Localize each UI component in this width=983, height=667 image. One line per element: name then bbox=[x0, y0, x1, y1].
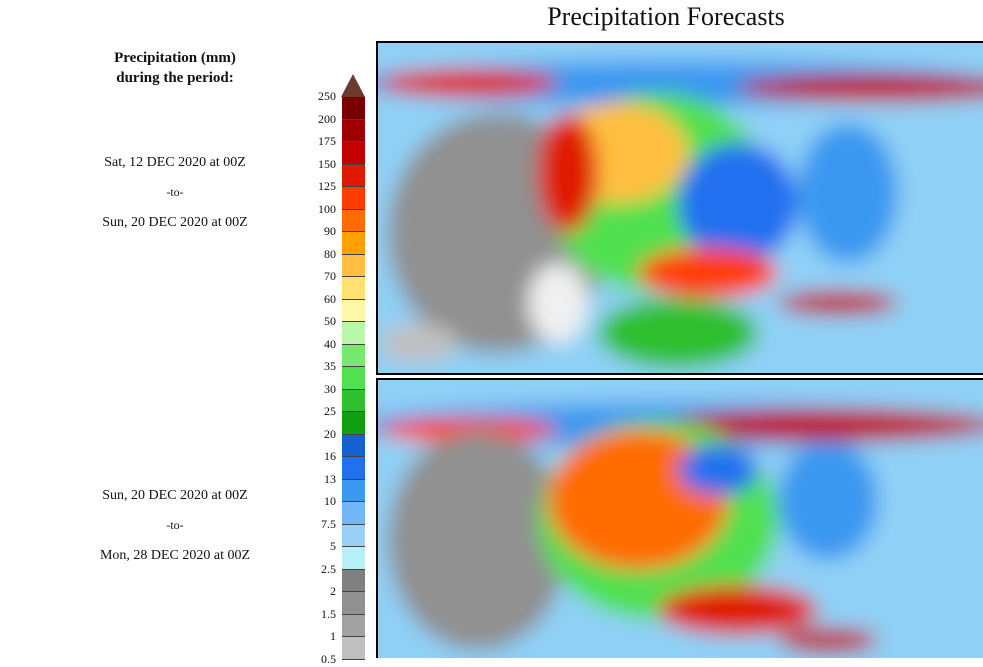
colorbar-label: 1.5 bbox=[321, 606, 336, 621]
period-2-sep: -to- bbox=[166, 518, 184, 532]
page-title: Precipitation Forecasts bbox=[547, 2, 785, 31]
colorbar-label: 0.5 bbox=[321, 651, 336, 666]
map-week2-image bbox=[378, 380, 983, 658]
colorbar-label: 2.5 bbox=[321, 561, 336, 576]
colorbar-segment bbox=[342, 277, 365, 300]
colorbar-segment bbox=[342, 299, 365, 322]
colorbar-segment bbox=[342, 209, 365, 232]
colorbar-segment bbox=[342, 187, 365, 210]
period-1-end: Sun, 20 DEC 2020 at 00Z bbox=[102, 215, 248, 230]
colorbar-segment bbox=[342, 457, 365, 480]
colorbar-segment bbox=[342, 614, 365, 637]
period-1-start: Sat, 12 DEC 2020 at 00Z bbox=[104, 155, 246, 170]
colorbar-label: 13 bbox=[324, 471, 336, 486]
colorbar-label: 35 bbox=[324, 359, 336, 373]
colorbar-label: 60 bbox=[324, 291, 336, 306]
colorbar-segment bbox=[342, 322, 365, 345]
colorbar-label: 50 bbox=[324, 314, 336, 328]
period-2-start: Sun, 20 DEC 2020 at 00Z bbox=[102, 488, 248, 503]
colorbar-label: 90 bbox=[324, 224, 336, 238]
period-2: Sun, 20 DEC 2020 at 00Z -to- Mon, 28 DEC… bbox=[60, 488, 290, 578]
colorbar-label: 20 bbox=[324, 426, 336, 441]
colorbar-label: 40 bbox=[324, 336, 336, 351]
colorbar-segment bbox=[342, 142, 365, 165]
legend-title-line2: during the period: bbox=[116, 70, 234, 86]
legend-title: Precipitation (mm) during the period: bbox=[60, 48, 290, 88]
colorbar-segment bbox=[342, 232, 365, 255]
period-1: Sat, 12 DEC 2020 at 00Z -to- Sun, 20 DEC… bbox=[60, 155, 290, 245]
colorbar-label: 175 bbox=[318, 134, 336, 148]
colorbar-segment bbox=[342, 254, 365, 277]
colorbar-label: 100 bbox=[318, 201, 336, 216]
colorbar-label: 1 bbox=[330, 629, 336, 643]
period-2-end: Mon, 28 DEC 2020 at 00Z bbox=[99, 548, 251, 563]
colorbar-segment bbox=[342, 569, 365, 592]
forecast-map-week1 bbox=[376, 41, 983, 375]
colorbar-segment bbox=[342, 97, 365, 120]
colorbar-segment bbox=[342, 524, 365, 547]
colorbar-label: 125 bbox=[318, 179, 336, 193]
colorbar-label: 16 bbox=[324, 449, 336, 463]
map-week1-image bbox=[378, 43, 983, 373]
colorbar-segment bbox=[342, 479, 365, 502]
colorbar-segment bbox=[342, 367, 365, 390]
period-1-sep: -to- bbox=[166, 185, 184, 199]
colorbar-label: 10 bbox=[324, 494, 336, 508]
colorbar-label: 70 bbox=[324, 269, 336, 283]
colorbar-label: 25 bbox=[324, 404, 336, 418]
colorbar-segment bbox=[342, 434, 365, 457]
colorbar-segment bbox=[342, 389, 365, 412]
colorbar-segment bbox=[342, 412, 365, 435]
colorbar-label: 250 bbox=[318, 89, 336, 103]
colorbar-segment bbox=[342, 344, 365, 367]
colorbar bbox=[342, 97, 365, 660]
colorbar-label: 200 bbox=[318, 111, 336, 126]
forecast-map-week2 bbox=[376, 378, 983, 658]
colorbar-label: 7.5 bbox=[321, 516, 336, 531]
colorbar-label: 150 bbox=[318, 156, 336, 171]
colorbar-segment bbox=[342, 547, 365, 570]
colorbar-label: 30 bbox=[324, 381, 336, 396]
colorbar-label: 2 bbox=[330, 584, 336, 598]
colorbar-label: 80 bbox=[324, 246, 336, 261]
colorbar-segment bbox=[342, 164, 365, 187]
colorbar-label: 5 bbox=[330, 539, 336, 553]
colorbar-segment bbox=[342, 637, 365, 660]
colorbar-overflow-arrow bbox=[341, 74, 365, 97]
colorbar-segment bbox=[342, 592, 365, 615]
colorbar-segment bbox=[342, 502, 365, 525]
colorbar-segment bbox=[342, 119, 365, 142]
legend-title-line1: Precipitation (mm) bbox=[114, 50, 236, 66]
